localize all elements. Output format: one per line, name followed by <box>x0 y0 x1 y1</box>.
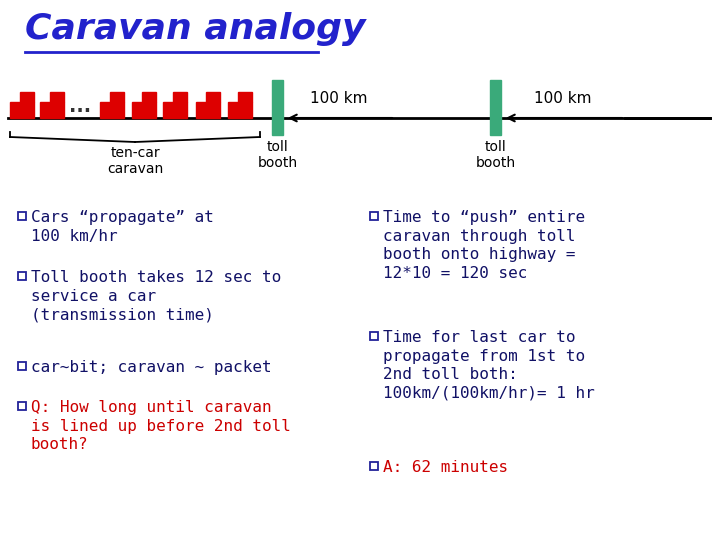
Bar <box>18 362 26 370</box>
Text: toll
booth: toll booth <box>258 140 297 170</box>
Text: Toll booth takes 12 sec to
service a car
(transmission time): Toll booth takes 12 sec to service a car… <box>31 270 282 322</box>
Text: ···: ··· <box>69 103 91 122</box>
Text: Q: How long until caravan
is lined up before 2nd toll
booth?: Q: How long until caravan is lined up be… <box>31 400 291 452</box>
Bar <box>132 102 156 118</box>
Bar <box>370 332 378 340</box>
Text: Caravan analogy: Caravan analogy <box>25 12 366 46</box>
Text: toll
booth: toll booth <box>475 140 516 170</box>
Bar <box>40 102 64 118</box>
Bar <box>370 212 378 220</box>
Bar <box>173 92 187 102</box>
Bar <box>228 102 252 118</box>
Bar <box>18 402 26 410</box>
Text: A: 62 minutes: A: 62 minutes <box>383 460 508 475</box>
Bar <box>100 102 124 118</box>
Bar <box>10 102 34 118</box>
Text: ten-car
caravan: ten-car caravan <box>107 146 163 176</box>
Bar <box>50 92 64 102</box>
Text: car~bit; caravan ~ packet: car~bit; caravan ~ packet <box>31 360 271 375</box>
Bar <box>18 272 26 280</box>
Bar <box>18 212 26 220</box>
Bar <box>163 102 187 118</box>
Bar <box>272 80 283 135</box>
Bar <box>490 80 501 135</box>
Text: Time for last car to
propagate from 1st to
2nd toll both:
100km/(100km/hr)= 1 hr: Time for last car to propagate from 1st … <box>383 330 595 401</box>
Bar <box>19 92 34 102</box>
Text: Time to “push” entire
caravan through toll
booth onto highway =
12*10 = 120 sec: Time to “push” entire caravan through to… <box>383 210 585 281</box>
Text: 100 km: 100 km <box>310 91 368 106</box>
Bar <box>142 92 156 102</box>
Text: Cars “propagate” at
100 km/hr: Cars “propagate” at 100 km/hr <box>31 210 214 244</box>
Bar <box>196 102 220 118</box>
Bar <box>370 462 378 470</box>
Bar <box>206 92 220 102</box>
Text: 100 km: 100 km <box>534 91 592 106</box>
Bar <box>109 92 124 102</box>
Bar <box>238 92 252 102</box>
